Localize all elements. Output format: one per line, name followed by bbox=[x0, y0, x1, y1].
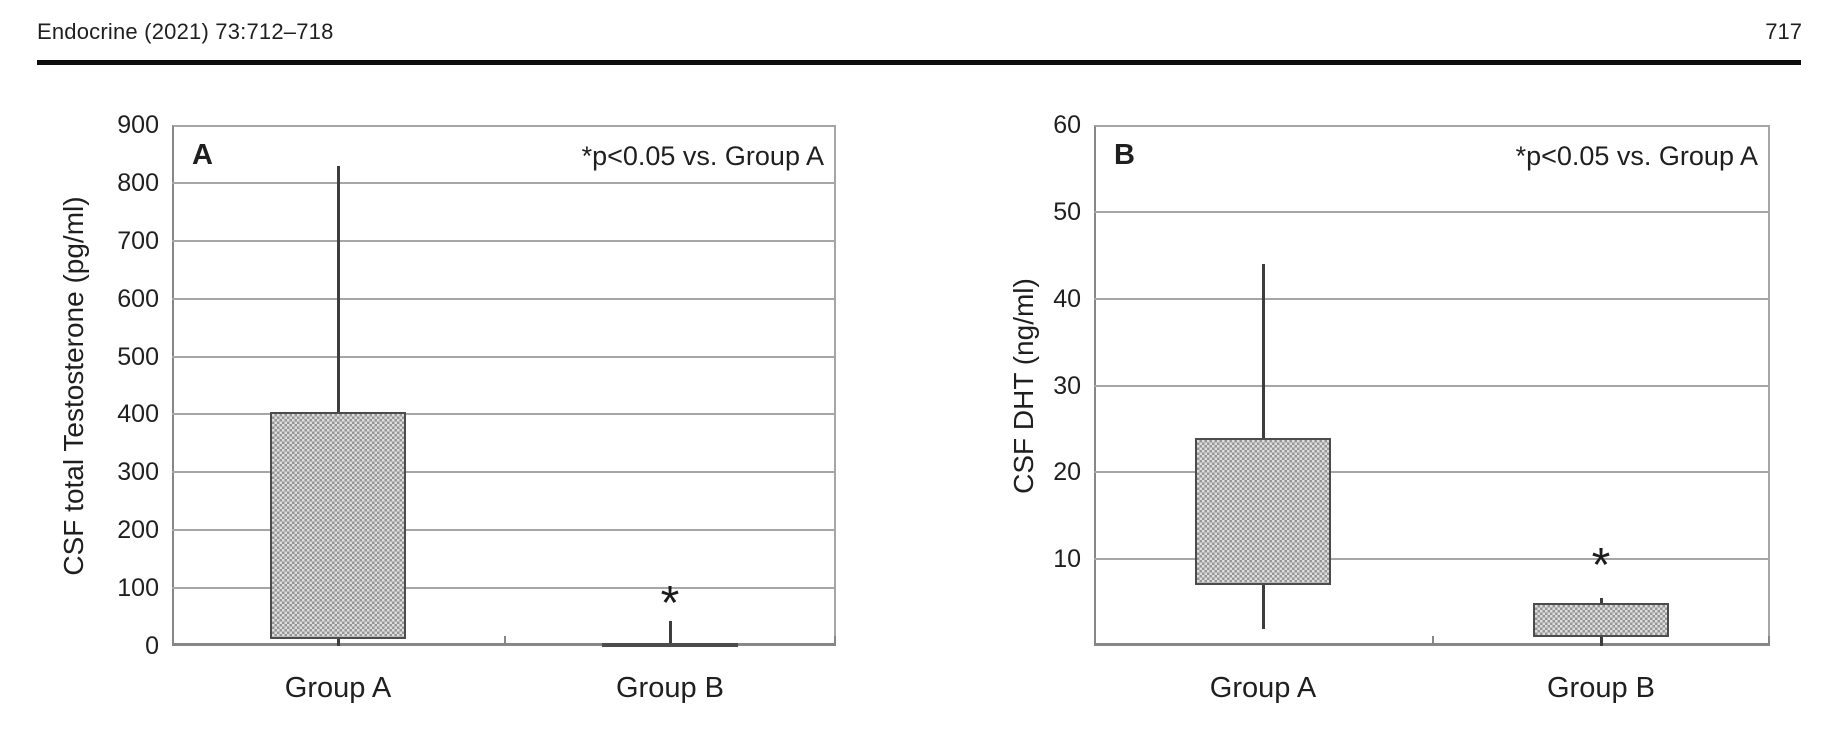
y-tick-label: 50 bbox=[1053, 197, 1081, 226]
category-label: Group A bbox=[1209, 672, 1317, 704]
gridline bbox=[1094, 210, 1770, 213]
significance-note: *p<0.05 vs. Group A bbox=[1515, 141, 1758, 171]
y-tick-label: 60 bbox=[1053, 111, 1081, 139]
x-axis-tick bbox=[504, 636, 506, 646]
significance-asterisk: * bbox=[1591, 539, 1611, 593]
significance-note: *p<0.05 vs. Group A bbox=[581, 141, 824, 171]
gridline bbox=[172, 297, 836, 300]
whisker-upper bbox=[1261, 263, 1265, 438]
panel-letter: B bbox=[1114, 139, 1135, 171]
gridline bbox=[172, 529, 836, 532]
gridline bbox=[1094, 384, 1770, 387]
y-tick-label: 900 bbox=[117, 111, 159, 139]
box-group-b bbox=[602, 642, 738, 647]
category-label: Group A bbox=[284, 672, 392, 704]
panel-letter: A bbox=[192, 139, 213, 171]
category-label: Group B bbox=[1547, 672, 1655, 704]
y-tick-label: 700 bbox=[117, 226, 159, 255]
x-axis-tick bbox=[834, 636, 836, 646]
y-tick-label: 600 bbox=[117, 284, 159, 313]
whisker-lower bbox=[1599, 637, 1603, 646]
x-axis-tick bbox=[1432, 636, 1434, 646]
y-tick-label: 10 bbox=[1053, 545, 1081, 574]
whisker-upper bbox=[1599, 598, 1603, 603]
y-tick-label: 200 bbox=[117, 516, 159, 545]
y-tick-label: 800 bbox=[117, 168, 159, 197]
y-tick-label: 500 bbox=[117, 342, 159, 371]
significance-asterisk: * bbox=[660, 577, 680, 631]
y-tick-label: 300 bbox=[117, 458, 159, 487]
gridline bbox=[172, 239, 836, 242]
box-group-a bbox=[270, 411, 406, 640]
page-number: 717 bbox=[1765, 19, 1802, 44]
gridline bbox=[1094, 471, 1770, 474]
y-tick-label: 20 bbox=[1053, 458, 1081, 487]
x-axis-tick bbox=[1768, 636, 1770, 646]
whisker-lower bbox=[1261, 585, 1265, 629]
box-group-a bbox=[1195, 437, 1331, 586]
y-tick-label: 400 bbox=[117, 400, 159, 429]
header-rule bbox=[37, 60, 1801, 65]
gridline bbox=[172, 413, 836, 416]
gridline bbox=[172, 471, 836, 474]
gridline bbox=[172, 181, 836, 184]
gridline bbox=[1094, 297, 1770, 300]
box-group-b bbox=[1533, 602, 1669, 638]
gridline bbox=[172, 587, 836, 590]
whisker-lower bbox=[336, 639, 340, 646]
whisker-upper bbox=[668, 620, 672, 643]
y-tick-label: 40 bbox=[1053, 284, 1081, 313]
journal-reference: Endocrine (2021) 73:712–718 bbox=[37, 19, 334, 44]
y-tick-label: 100 bbox=[117, 574, 159, 603]
y-tick-label: 0 bbox=[145, 632, 159, 660]
gridline bbox=[1094, 558, 1770, 561]
gridline bbox=[172, 355, 836, 358]
y-tick-label: 30 bbox=[1053, 371, 1081, 400]
whisker-upper bbox=[336, 165, 340, 412]
category-label: Group B bbox=[616, 672, 724, 704]
